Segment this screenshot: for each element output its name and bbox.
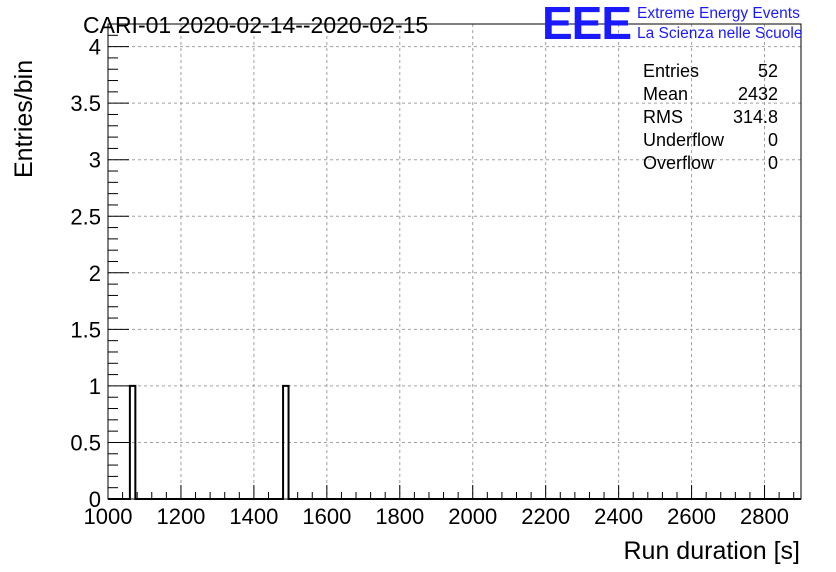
histogram-bin [538, 386, 543, 499]
histogram-bin [653, 386, 658, 499]
y-tick-label: 1 [89, 374, 101, 399]
stats-label: Overflow [643, 153, 715, 173]
stats-box: Entries 52 Mean 2432 RMS 314.8 Underflow 0 Overf… [643, 61, 778, 173]
histogram-bin [713, 273, 718, 499]
histogram-bin [681, 386, 686, 499]
logo-line-1: Extreme Energy Events [637, 5, 800, 22]
histogram-bin [544, 160, 549, 499]
histogram-bin [533, 386, 538, 499]
chart-title: CARI-01 2020-02-14--2020-02-15 [83, 12, 428, 38]
histogram-bin [697, 47, 702, 499]
x-tick-label: 1000 [84, 504, 133, 529]
histogram-bin [588, 273, 593, 499]
y-axis-label: Entries/bin [10, 60, 38, 178]
histogram-bin [527, 386, 532, 499]
stats-label: Mean [643, 84, 688, 104]
histogram-bin [582, 386, 587, 499]
x-tick-label: 1400 [229, 504, 278, 529]
histogram-bin [522, 273, 527, 499]
y-tick-label: 3 [89, 148, 101, 173]
tick-labels: 1000 1200 1400 1600 1800 2000 2200 2400 2600 2800… [70, 35, 789, 529]
histogram-bin [692, 386, 697, 499]
x-tick-label: 2600 [667, 504, 716, 529]
stats-label: Entries [643, 61, 699, 81]
x-tick-label: 2800 [740, 504, 789, 529]
eee-logo: EEE Extreme Energy Events La Scienza nel… [542, 0, 832, 49]
histogram-bin [659, 273, 664, 499]
grid-lines [107, 24, 801, 499]
histogram-bin [593, 273, 598, 499]
histogram-bin [604, 386, 609, 499]
x-tick-label: 1200 [156, 504, 205, 529]
y-tick-label: 2.5 [70, 204, 101, 229]
y-tick-label: 0.5 [70, 430, 101, 455]
histogram-bin [648, 386, 653, 499]
histogram-bin [549, 273, 554, 499]
histogram-bin [730, 386, 735, 499]
x-tick-label: 2200 [521, 504, 570, 529]
stats-label: RMS [643, 107, 683, 127]
histogram-bin [642, 386, 647, 499]
x-tick-label: 2400 [594, 504, 643, 529]
histogram-bin [620, 386, 625, 499]
histogram-bin [560, 386, 565, 499]
eee-logo-mark: EEE [542, 0, 632, 49]
histogram-bin [708, 47, 713, 499]
histogram-bin [637, 386, 642, 499]
y-tick-label: 4 [89, 35, 101, 60]
x-tick-label: 2000 [448, 504, 497, 529]
stats-value: 0 [768, 153, 778, 173]
logo-line-2: La Scienza nelle Scuole [637, 25, 803, 42]
stats-value: 0 [768, 130, 778, 150]
x-tick-label: 1800 [375, 504, 424, 529]
y-tick-label: 2 [89, 261, 101, 286]
histogram-bin [757, 386, 762, 499]
histogram-bin [615, 273, 620, 499]
x-tick-label: 1600 [302, 504, 351, 529]
stats-value: 314.8 [733, 107, 778, 127]
histogram-bin [610, 386, 615, 499]
histogram-bin [599, 386, 604, 499]
stats-value: 2432 [738, 84, 778, 104]
y-tick-label: 0 [89, 487, 101, 512]
x-axis-label: Run duration [s] [624, 537, 801, 565]
histogram-bin [555, 273, 560, 499]
histogram-bin [735, 273, 740, 499]
histogram-bin [741, 386, 746, 499]
histogram-bin [626, 386, 631, 499]
y-tick-label: 3.5 [70, 91, 101, 116]
histogram-bin [566, 273, 571, 499]
histogram-bin [571, 386, 576, 499]
histogram-bin [511, 386, 516, 499]
stats-value: 52 [758, 61, 778, 81]
axis-ticks [107, 23, 795, 500]
y-tick-label: 1.5 [70, 317, 101, 342]
histogram-bin [703, 160, 708, 499]
stats-label: Underflow [643, 130, 725, 150]
histogram-bin [686, 386, 691, 499]
histogram-bin [631, 160, 636, 499]
